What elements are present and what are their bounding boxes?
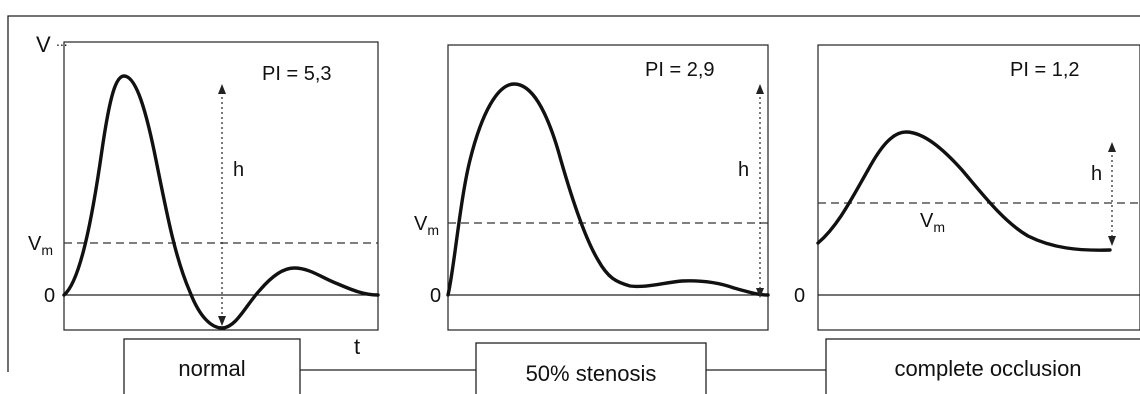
caption-stenosis: 50% stenosis [526, 361, 657, 386]
panel-normal: V ... PI = 5,3 h Vm 0 t [28, 32, 380, 359]
plot-area-normal [63, 41, 379, 331]
panel-stenosis: PI = 2,9 h Vm 0 [414, 44, 770, 331]
outer-frame [7, 15, 1140, 372]
y-axis-label-dots: ... [56, 33, 68, 49]
vm-label-stenosis: Vm [414, 213, 439, 238]
vm-subscript-occlusion: m [933, 219, 945, 235]
zero-label-stenosis: 0 [430, 285, 441, 307]
h-arrowhead-top-stenosis [756, 84, 764, 94]
caption-box-stenosis: 50% stenosis [475, 342, 707, 394]
pi-label-occlusion: PI = 1,2 [1010, 59, 1080, 81]
caption-normal: normal [178, 356, 245, 381]
vm-label-normal: Vm [28, 233, 53, 258]
caption-box-occlusion: complete occlusion [825, 338, 1140, 394]
vm-subscript-stenosis: m [427, 222, 439, 238]
plot-area-stenosis [447, 44, 769, 331]
plot-area-occlusion [817, 44, 1140, 331]
h-arrowhead-bottom-occlusion [1108, 236, 1116, 246]
zero-label-occlusion: 0 [794, 285, 805, 307]
waveform-normal [62, 74, 380, 330]
h-arrowhead-top-normal [218, 84, 226, 94]
x-axis-label: t [354, 334, 360, 359]
y-axis-label: V [36, 32, 51, 57]
h-label-occlusion: h [1091, 163, 1102, 185]
h-arrowhead-bottom-normal [218, 316, 226, 326]
pi-label-normal: PI = 5,3 [262, 63, 332, 85]
h-label-normal: h [233, 159, 244, 181]
panel-occlusion: PI = 1,2 h Vm 0 [794, 44, 1140, 331]
caption-occlusion: complete occlusion [894, 356, 1081, 381]
vm-label-occlusion: Vm [920, 210, 945, 235]
vm-subscript-normal: m [41, 242, 53, 258]
zero-label-normal: 0 [44, 285, 55, 307]
h-arrowhead-bottom-stenosis [756, 288, 764, 298]
h-arrowhead-top-occlusion [1108, 142, 1116, 152]
h-label-stenosis: h [738, 159, 749, 181]
pi-label-stenosis: PI = 2,9 [645, 59, 715, 81]
caption-box-normal: normal [123, 338, 301, 394]
waveform-occlusion [816, 130, 1112, 252]
waveform-stenosis [446, 82, 770, 297]
